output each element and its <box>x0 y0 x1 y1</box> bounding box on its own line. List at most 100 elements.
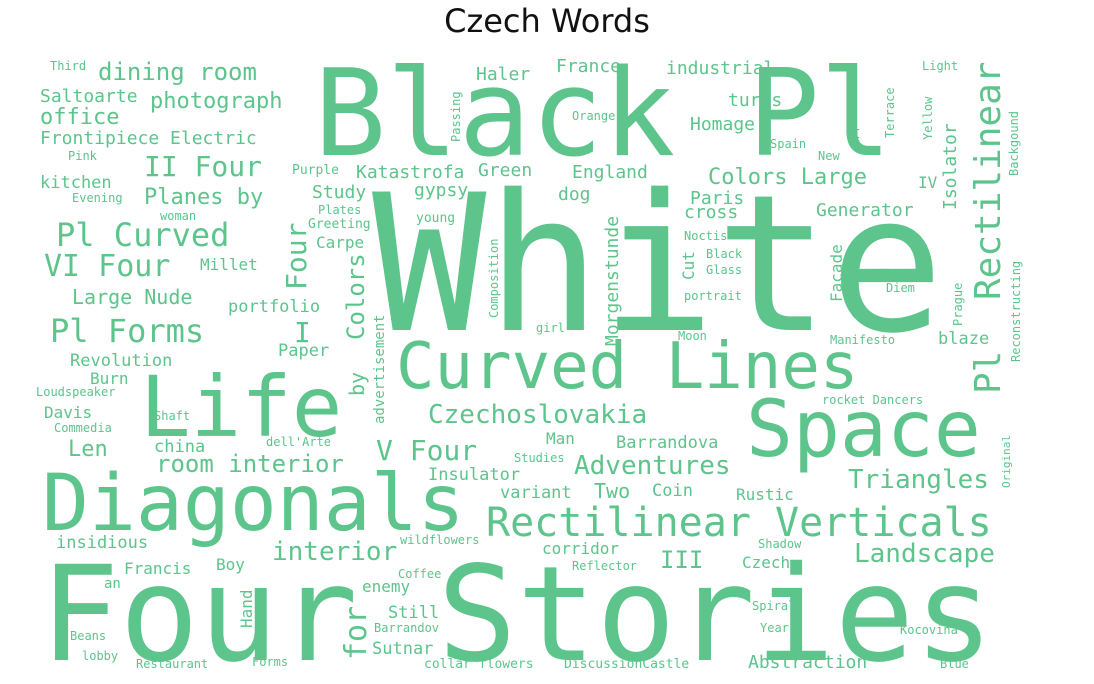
word-landscape: Landscape <box>854 539 995 569</box>
word-shadow: Shadow <box>758 537 802 551</box>
word-rustic: Rustic <box>736 485 794 504</box>
word-evening: Evening <box>72 191 123 205</box>
word-frontipiece-electric: Frontipiece Electric <box>40 128 257 149</box>
word-shaft: Shaft <box>154 409 190 423</box>
word-barrandova: Barrandova <box>616 433 718 453</box>
word-forms: Forms <box>252 655 288 669</box>
word-orange: Orange <box>572 109 615 123</box>
word-rectilinear-verticals: Rectilinear Verticals <box>486 500 992 546</box>
word-blue: Blue <box>940 657 969 671</box>
word-yellow: Yellow <box>921 96 935 140</box>
word-czechoslovakia: Czechoslovakia <box>428 400 647 430</box>
word-industrial: industrial <box>666 58 774 79</box>
word-purple: Purple <box>292 163 339 178</box>
word-plates: Plates <box>318 203 361 217</box>
word-four: Four <box>280 223 313 290</box>
word-dining-room: dining room <box>98 58 257 86</box>
word-coin: Coin <box>652 481 693 501</box>
word-czech: Czech <box>742 553 790 572</box>
chart-title: Czech Words <box>444 2 650 40</box>
word-light: Light <box>922 59 958 73</box>
word-large-nude: Large Nude <box>72 285 192 309</box>
word-ii-four: II Four <box>144 150 262 183</box>
word-carpe: Carpe <box>316 233 364 252</box>
word-hand: Hand <box>237 589 256 628</box>
word-third: Third <box>50 59 86 73</box>
word-office: office <box>40 105 119 130</box>
word-triangles: Triangles <box>848 465 989 495</box>
word-portrait: portrait <box>684 289 742 303</box>
word-barrandov: Barrandov <box>374 621 439 635</box>
word-composition: Composition <box>487 239 501 318</box>
word-v-four: V Four <box>376 434 477 467</box>
word-planes-by: Planes by <box>144 185 263 210</box>
word-colors: Colors <box>342 253 370 340</box>
word-man: Man <box>546 429 575 448</box>
word-china: china <box>154 437 205 457</box>
word-black-pl: Black Pl <box>314 45 892 184</box>
word-colors-large: Colors Large <box>708 165 867 190</box>
word-beans: Beans <box>70 629 106 643</box>
word-iv: IV <box>918 173 938 192</box>
word-life: Life <box>140 358 342 456</box>
word-homage: Homage <box>690 114 755 135</box>
word-morgenstunde: Morgenstunde <box>602 216 623 346</box>
word-by: by <box>345 372 369 396</box>
word-manifesto: Manifesto <box>830 333 895 347</box>
word-dog: dog <box>558 184 591 205</box>
word-terrace: Terrace <box>883 87 897 138</box>
word-four-stories: Four Stories <box>40 538 994 684</box>
word-greeting: Greeting <box>308 217 371 232</box>
word-new: New <box>818 149 840 163</box>
word-davis: Davis <box>44 403 92 422</box>
word-lobby: lobby <box>82 649 118 663</box>
word-paris: Paris <box>690 188 744 209</box>
word-commedia: Commedia <box>54 421 112 435</box>
word-space: Space <box>746 385 981 475</box>
word-isolator: Isolator <box>940 123 961 210</box>
word-pink: Pink <box>68 149 98 163</box>
word-sutnar: Sutnar <box>372 639 433 659</box>
word-rectilinear: Rectilinear <box>968 62 1009 300</box>
word-pl-curved: Pl Curved <box>56 216 229 254</box>
word-girl: girl <box>536 321 565 335</box>
word-iii: III <box>660 546 703 574</box>
word-woman: woman <box>160 209 196 223</box>
word-passing: Passing <box>449 91 463 142</box>
word-insulator: Insulator <box>428 465 520 485</box>
word-wildflowers: wildflowers <box>400 533 479 547</box>
word-gypsy: gypsy <box>414 180 468 201</box>
word-insidious: insidious <box>56 533 148 553</box>
word-portfolio: portfolio <box>228 297 320 317</box>
word-katastrofa: Katastrofa <box>356 162 464 183</box>
word-two: Two <box>594 479 630 503</box>
word-prague: Prague <box>951 283 965 326</box>
word-francis: Francis <box>124 559 191 578</box>
word-turns: turns <box>728 90 782 111</box>
word-black: Black <box>706 247 743 261</box>
word-blaze: blaze <box>938 329 989 349</box>
word-millet: Millet <box>200 255 258 274</box>
word-vi-four: VI Four <box>44 249 170 284</box>
word-i: I <box>294 316 311 349</box>
word-an: an <box>104 576 121 592</box>
word-spiral: Spiral <box>752 599 795 613</box>
word-moon: Moon <box>678 329 707 343</box>
word-abstraction: Abstraction <box>748 652 867 673</box>
word-england: England <box>572 162 648 183</box>
word-spain: Spain <box>770 137 806 151</box>
word-generator: Generator <box>816 200 914 221</box>
word-diem: Diem <box>886 281 915 295</box>
word-study: Study <box>312 182 366 203</box>
word-reconstructing: Reconstructing <box>1009 261 1023 362</box>
word-young: young <box>416 211 455 226</box>
word-original: Original <box>1000 435 1013 488</box>
word-rocket-dancers: rocket Dancers <box>822 393 923 407</box>
word-white: White <box>372 154 944 375</box>
word-advertisement: advertisement <box>372 314 388 424</box>
word-interior: interior <box>272 537 397 567</box>
word-studies: Studies <box>514 451 565 465</box>
word-kitchen: kitchen <box>40 173 112 193</box>
word-kocovina: Kocovina <box>900 623 958 637</box>
